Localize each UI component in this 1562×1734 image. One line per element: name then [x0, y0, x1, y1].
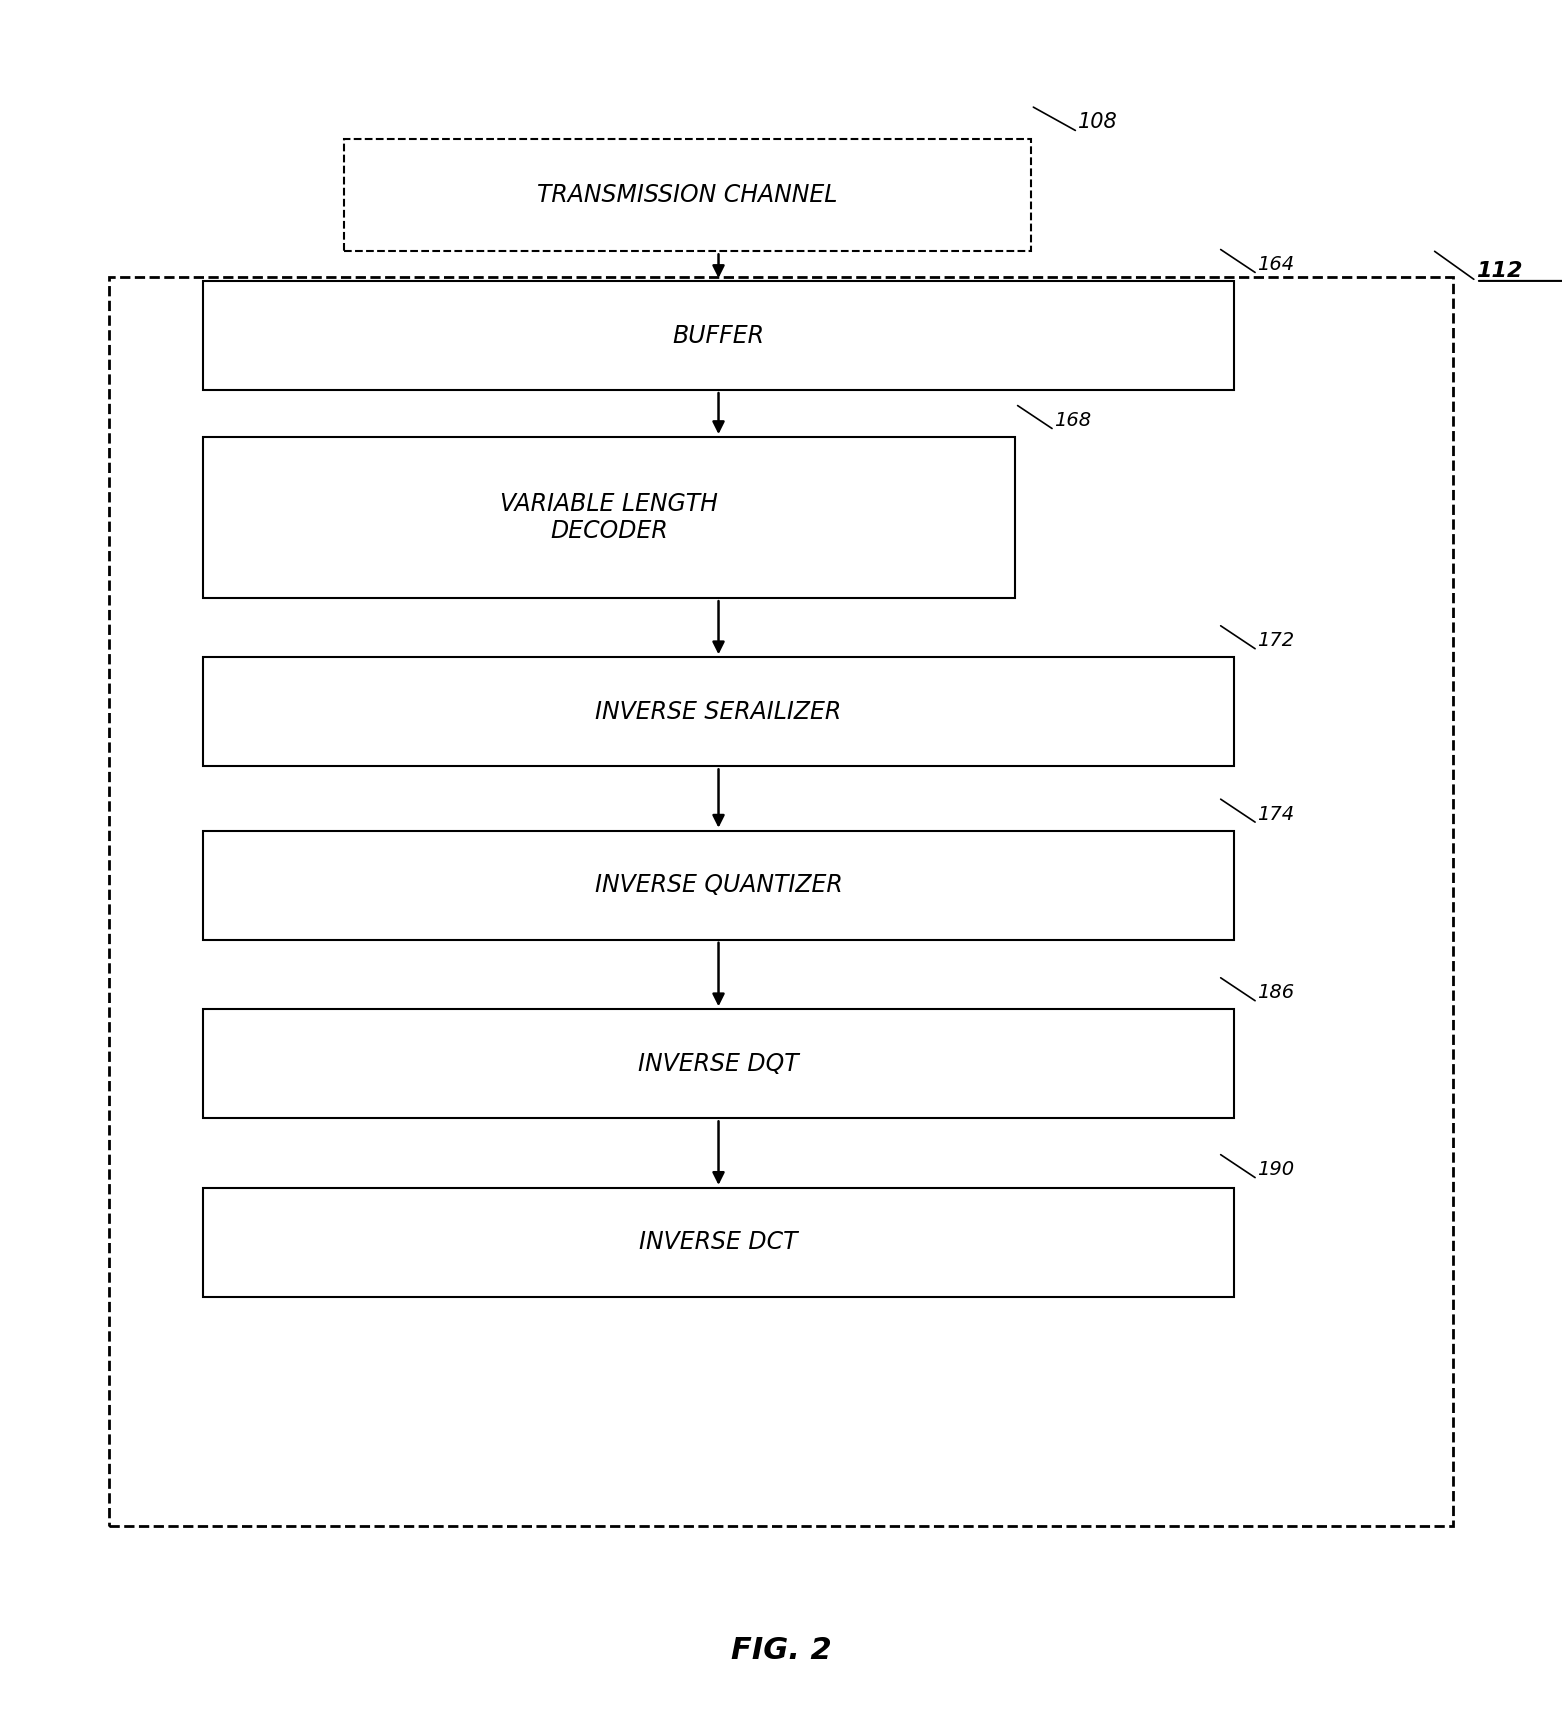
- Text: 112: 112: [1476, 260, 1523, 281]
- FancyBboxPatch shape: [203, 1009, 1234, 1118]
- Text: INVERSE SERAILIZER: INVERSE SERAILIZER: [595, 701, 842, 723]
- Text: 168: 168: [1054, 411, 1092, 430]
- Text: 190: 190: [1257, 1160, 1295, 1179]
- Text: 108: 108: [1078, 111, 1117, 132]
- Text: 164: 164: [1257, 255, 1295, 274]
- Text: FIG. 2: FIG. 2: [731, 1635, 831, 1665]
- FancyBboxPatch shape: [203, 657, 1234, 766]
- Text: VARIABLE LENGTH
DECODER: VARIABLE LENGTH DECODER: [500, 492, 719, 543]
- Text: INVERSE QUANTIZER: INVERSE QUANTIZER: [595, 874, 842, 896]
- FancyBboxPatch shape: [203, 1188, 1234, 1297]
- Text: TRANSMISSION CHANNEL: TRANSMISSION CHANNEL: [537, 184, 837, 206]
- FancyBboxPatch shape: [344, 139, 1031, 251]
- Text: BUFFER: BUFFER: [673, 324, 764, 347]
- Text: 174: 174: [1257, 805, 1295, 824]
- FancyBboxPatch shape: [203, 437, 1015, 598]
- Text: 172: 172: [1257, 631, 1295, 650]
- FancyBboxPatch shape: [203, 831, 1234, 940]
- Text: INVERSE DCT: INVERSE DCT: [639, 1231, 798, 1254]
- FancyBboxPatch shape: [203, 281, 1234, 390]
- Text: INVERSE DQT: INVERSE DQT: [639, 1053, 798, 1075]
- Text: 186: 186: [1257, 983, 1295, 1002]
